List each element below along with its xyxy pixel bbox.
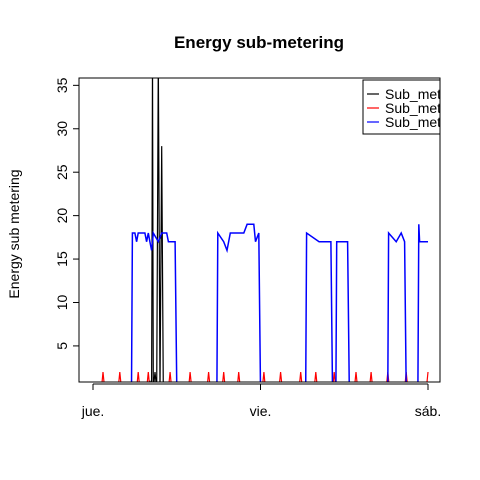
y-tick-label: 10 bbox=[54, 294, 70, 310]
y-tick-label: 15 bbox=[54, 251, 70, 267]
legend-label: Sub_metering_3 bbox=[385, 114, 480, 130]
legend-label: Sub_metering_1 bbox=[385, 86, 480, 102]
legend-box bbox=[362, 79, 441, 135]
y-tick-label: 25 bbox=[54, 164, 70, 180]
legend: Sub_metering_1Sub_metering_2Sub_metering… bbox=[362, 79, 480, 135]
y-tick-label: 5 bbox=[54, 342, 70, 350]
y-tick-label: 30 bbox=[54, 121, 70, 137]
x-tick-label: jue. bbox=[81, 403, 105, 419]
x-tick-label: sáb. bbox=[415, 403, 441, 419]
series-line-1 bbox=[149, 78, 164, 382]
series-line-3 bbox=[130, 223, 428, 382]
series-line-2 bbox=[101, 371, 429, 382]
x-axis: jue. vie. sáb. bbox=[81, 383, 441, 419]
y-axis-label: Energy sub metering bbox=[6, 169, 22, 298]
legend-label: Sub_metering_2 bbox=[385, 100, 480, 116]
y-axis: 5 10 15 20 25 30 35 bbox=[54, 77, 79, 350]
y-tick-label: 20 bbox=[54, 208, 70, 224]
plot-area bbox=[101, 78, 429, 382]
plot-border bbox=[78, 77, 441, 383]
chart-title: Energy sub-metering bbox=[174, 33, 344, 52]
y-tick-label: 35 bbox=[54, 77, 70, 93]
x-tick-label: vie. bbox=[250, 403, 272, 419]
